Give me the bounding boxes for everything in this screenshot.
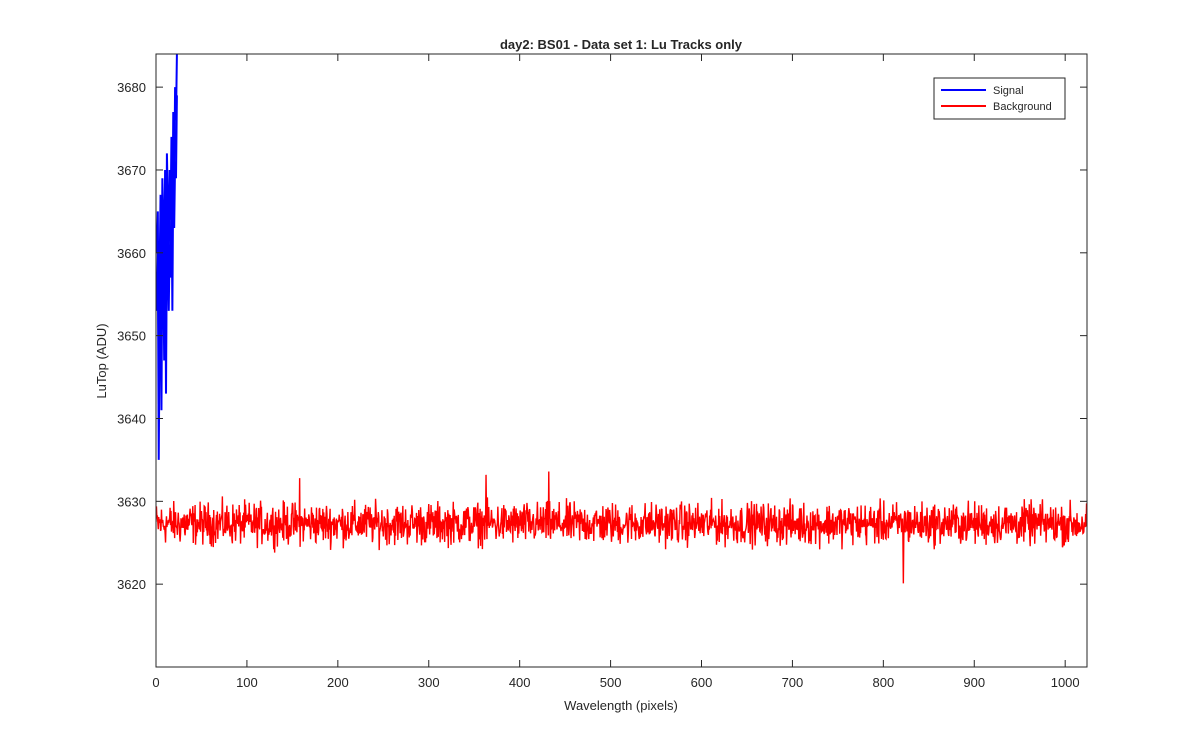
x-tick-label: 400 — [509, 675, 531, 690]
legend-signal-label: Signal — [993, 85, 1024, 97]
y-tick-label: 3650 — [117, 329, 146, 344]
x-tick-label: 0 — [152, 675, 159, 690]
series-signal-line-trace-2 — [156, 95, 178, 460]
x-tick-label: 1000 — [1051, 675, 1080, 690]
series-layer — [156, 54, 1087, 584]
plot-area: 0 100 200 300 400 500 600 700 800 900 1000 3620 3630… — [117, 53, 1088, 690]
y-tick-label: 3670 — [117, 163, 146, 178]
tick-layer: 0 100 200 300 400 500 600 700 800 900 1000 3620 3630… — [117, 54, 1087, 690]
y-tick-label: 3680 — [117, 80, 146, 95]
x-tick-label: 800 — [872, 675, 894, 690]
y-tick-label: 3630 — [117, 494, 146, 509]
x-tick-label: 900 — [963, 675, 985, 690]
legend-box — [933, 77, 1066, 120]
y-tick-label: 3640 — [117, 411, 146, 426]
x-tick-label: 100 — [236, 675, 258, 690]
x-tick-label: 200 — [327, 675, 349, 690]
legend: Signal Background — [933, 77, 1066, 120]
y-axis-label: LuTop (ADU) — [94, 323, 109, 398]
axes-box — [155, 53, 1088, 668]
x-tick-label: 700 — [782, 675, 804, 690]
y-tick-label: 3660 — [117, 246, 146, 261]
x-tick-label: 300 — [418, 675, 440, 690]
axes-background — [156, 54, 1087, 667]
x-tick-label: 500 — [600, 675, 622, 690]
x-axis-label: Wavelength (pixels) — [564, 698, 678, 713]
y-tick-label: 3620 — [117, 577, 146, 592]
series-background-line — [156, 471, 1087, 584]
legend-background-label: Background — [993, 101, 1052, 113]
x-tick-label: 600 — [691, 675, 713, 690]
chart-title: day2: BS01 - Data set 1: Lu Tracks only — [500, 37, 743, 52]
